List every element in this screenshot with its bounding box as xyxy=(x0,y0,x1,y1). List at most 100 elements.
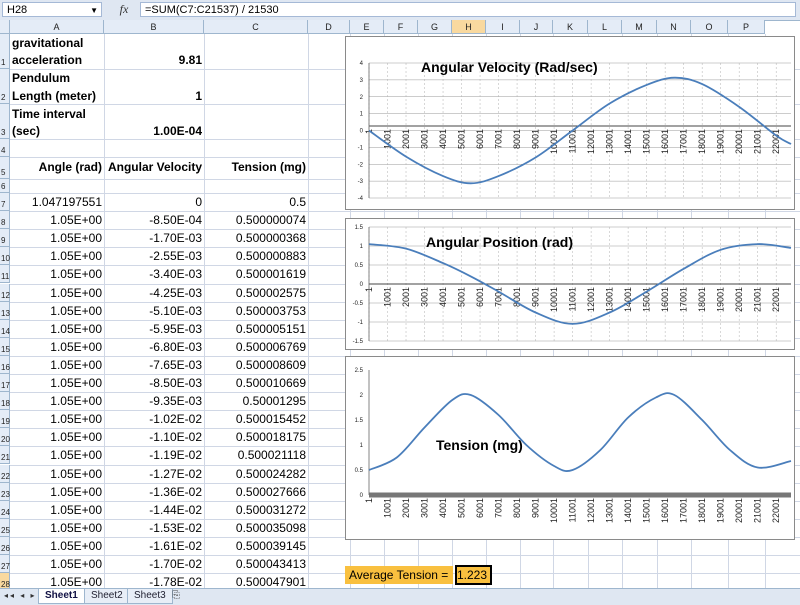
row-header-9[interactable]: 9 xyxy=(0,229,10,247)
velocity-cell[interactable]: -1.70E-03 xyxy=(104,229,202,247)
average-tension-value[interactable]: 1.223 xyxy=(455,565,492,585)
row-header-10[interactable]: 10 xyxy=(0,247,10,265)
velocity-cell[interactable]: -6.80E-03 xyxy=(104,338,202,356)
velocity-cell[interactable]: -3.40E-03 xyxy=(104,265,202,283)
column-header-h[interactable]: H xyxy=(452,20,486,34)
velocity-cell[interactable]: -1.70E-02 xyxy=(104,555,202,573)
length-label-line2[interactable]: Length (meter) xyxy=(12,87,96,105)
name-box[interactable]: H28▼ xyxy=(2,2,102,17)
tension-cell[interactable]: 0.500000074 xyxy=(204,211,306,229)
column-header-c[interactable]: C xyxy=(204,20,308,34)
row-header-22[interactable]: 22 xyxy=(0,465,10,483)
tension-cell[interactable]: 0.500024282 xyxy=(204,465,306,483)
row-header-17[interactable]: 17 xyxy=(0,374,10,392)
row-header-4[interactable]: 4 xyxy=(0,139,10,157)
length-label-line1[interactable]: Pendulum xyxy=(12,69,70,87)
tension-cell[interactable]: 0.500000883 xyxy=(204,247,306,265)
tension-cell[interactable]: 0.500005151 xyxy=(204,320,306,338)
average-tension-label[interactable]: Average Tension = xyxy=(345,566,453,584)
angle-cell[interactable]: 1.05E+00 xyxy=(12,392,102,410)
gravity-label-line1[interactable]: gravitational xyxy=(12,34,83,52)
angle-cell[interactable]: 1.05E+00 xyxy=(12,555,102,573)
tab-sheet2[interactable]: Sheet2 xyxy=(84,589,130,604)
column-header-b[interactable]: B xyxy=(104,20,204,34)
velocity-cell[interactable]: -1.19E-02 xyxy=(104,446,202,464)
row-header-13[interactable]: 13 xyxy=(0,302,10,320)
row-header-21[interactable]: 21 xyxy=(0,446,10,464)
row-header-6[interactable]: 6 xyxy=(0,179,10,193)
tension-cell[interactable]: 0.500018175 xyxy=(204,428,306,446)
tension-cell[interactable]: 0.500001619 xyxy=(204,265,306,283)
velocity-cell[interactable]: -1.53E-02 xyxy=(104,519,202,537)
velocity-cell[interactable]: 0 xyxy=(104,193,202,211)
angle-cell[interactable]: 1.05E+00 xyxy=(12,338,102,356)
column-header-d[interactable]: D xyxy=(308,20,350,34)
row-header-27[interactable]: 27 xyxy=(0,555,10,573)
tension-cell[interactable]: 0.500039145 xyxy=(204,537,306,555)
angle-cell[interactable]: 1.05E+00 xyxy=(12,519,102,537)
velocity-cell[interactable]: -8.50E-04 xyxy=(104,211,202,229)
length-value[interactable]: 1 xyxy=(106,87,202,105)
gravity-label-line2[interactable]: acceleration xyxy=(12,51,82,69)
tension-cell[interactable]: 0.500035098 xyxy=(204,519,306,537)
velocity-cell[interactable]: -2.55E-03 xyxy=(104,247,202,265)
formula-input[interactable]: =SUM(C7:C21537) / 21530 xyxy=(140,2,796,17)
column-header-l[interactable]: L xyxy=(588,20,622,34)
tension-cell[interactable]: 0.500031272 xyxy=(204,501,306,519)
row-header-7[interactable]: 7 xyxy=(0,193,10,211)
angle-cell[interactable]: 1.05E+00 xyxy=(12,356,102,374)
tension-cell[interactable]: 0.500006769 xyxy=(204,338,306,356)
velocity-cell[interactable]: -4.25E-03 xyxy=(104,284,202,302)
column-header-k[interactable]: K xyxy=(553,20,588,34)
column-header-a[interactable]: A xyxy=(10,20,104,34)
velocity-cell[interactable]: -7.65E-03 xyxy=(104,356,202,374)
tension-cell[interactable]: 0.500015452 xyxy=(204,410,306,428)
insert-sheet-icon[interactable]: ⎘ xyxy=(172,590,180,601)
row-header-20[interactable]: 20 xyxy=(0,428,10,446)
angle-cell[interactable]: 1.05E+00 xyxy=(12,428,102,446)
gravity-value[interactable]: 9.81 xyxy=(106,51,202,69)
row-header-14[interactable]: 14 xyxy=(0,320,10,338)
velocity-cell[interactable]: -1.44E-02 xyxy=(104,501,202,519)
row-header-19[interactable]: 19 xyxy=(0,410,10,428)
header-velocity[interactable]: Angular Velocity xyxy=(104,158,202,176)
angle-cell[interactable]: 1.05E+00 xyxy=(12,229,102,247)
angle-cell[interactable]: 1.05E+00 xyxy=(12,320,102,338)
angle-cell[interactable]: 1.05E+00 xyxy=(12,284,102,302)
velocity-cell[interactable]: -5.95E-03 xyxy=(104,320,202,338)
header-tension[interactable]: Tension (mg) xyxy=(204,158,306,176)
column-header-n[interactable]: N xyxy=(657,20,691,34)
tension-cell[interactable]: 0.50001295 xyxy=(204,392,306,410)
column-header-f[interactable]: F xyxy=(384,20,418,34)
row-header-8[interactable]: 8 xyxy=(0,211,10,229)
velocity-cell[interactable]: -1.27E-02 xyxy=(104,465,202,483)
tension-cell[interactable]: 0.500043413 xyxy=(204,555,306,573)
row-header-24[interactable]: 24 xyxy=(0,501,10,519)
row-header-26[interactable]: 26 xyxy=(0,537,10,555)
angle-cell[interactable]: 1.05E+00 xyxy=(12,302,102,320)
angular-velocity-chart[interactable]: -4-3-2-101234110012001300140015001600170… xyxy=(345,36,795,210)
angle-cell[interactable]: 1.05E+00 xyxy=(12,374,102,392)
column-header-e[interactable]: E xyxy=(350,20,384,34)
row-header-3[interactable]: 3 xyxy=(0,104,10,139)
tension-cell[interactable]: 0.5 xyxy=(204,193,306,211)
time-interval-label-line2[interactable]: (sec) xyxy=(12,122,40,140)
column-header-m[interactable]: M xyxy=(622,20,657,34)
header-angle[interactable]: Angle (rad) xyxy=(12,158,102,176)
angle-cell[interactable]: 1.05E+00 xyxy=(12,501,102,519)
angle-cell[interactable]: 1.05E+00 xyxy=(12,211,102,229)
time-interval-label-line1[interactable]: Time interval xyxy=(12,105,86,123)
tension-cell[interactable]: 0.500021118 xyxy=(204,446,306,464)
angle-cell[interactable]: 1.05E+00 xyxy=(12,465,102,483)
velocity-cell[interactable]: -1.02E-02 xyxy=(104,410,202,428)
row-header-5[interactable]: 5 xyxy=(0,157,10,179)
angle-cell[interactable]: 1.05E+00 xyxy=(12,247,102,265)
tab-sheet1[interactable]: Sheet1 xyxy=(38,589,85,604)
column-header-o[interactable]: O xyxy=(691,20,728,34)
tension-cell[interactable]: 0.500010669 xyxy=(204,374,306,392)
column-header-j[interactable]: J xyxy=(520,20,553,34)
velocity-cell[interactable]: -9.35E-03 xyxy=(104,392,202,410)
velocity-cell[interactable]: -1.10E-02 xyxy=(104,428,202,446)
tension-cell[interactable]: 0.500003753 xyxy=(204,302,306,320)
